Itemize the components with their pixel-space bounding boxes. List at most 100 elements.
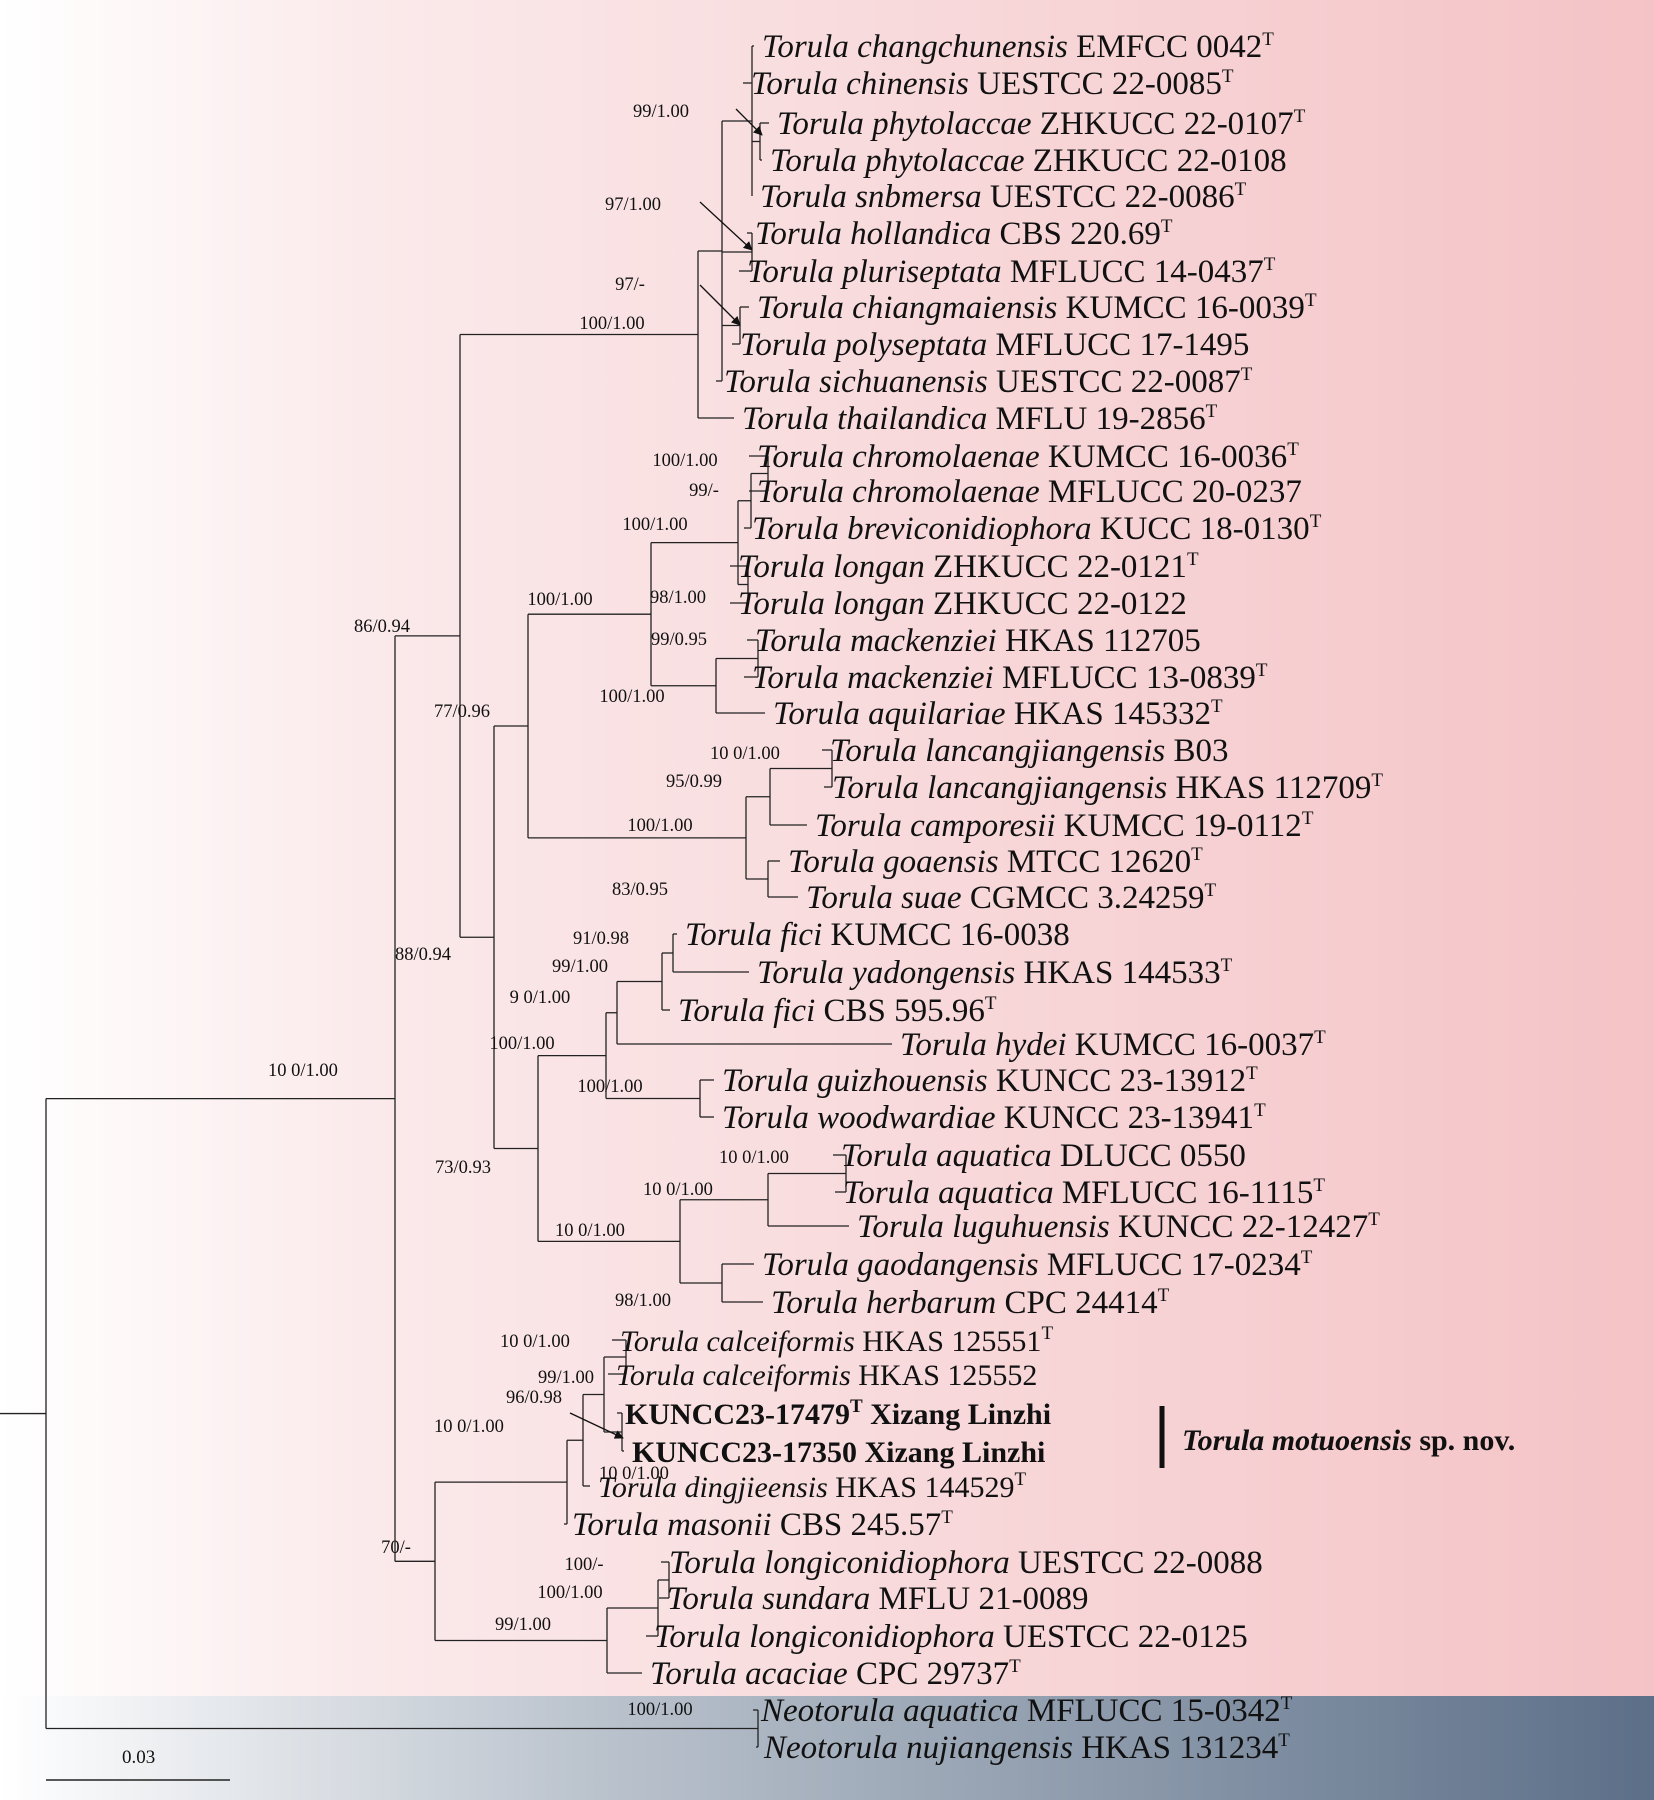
support-value: 73/0.93 — [435, 1158, 491, 1178]
type-strain-marker: T — [1235, 179, 1247, 200]
tip-label: Torula calceiformis HKAS 125551T — [620, 1323, 1053, 1358]
tip-label: Torula chinensis UESTCC 22-0085T — [751, 66, 1234, 102]
support-value: 100/1.00 — [652, 451, 717, 471]
type-strain-marker: T — [1254, 1100, 1266, 1121]
support-value: 100/1.00 — [622, 515, 687, 535]
tip-species-name: Torula suae — [806, 880, 970, 916]
support-value: 100/1.00 — [489, 1034, 554, 1054]
tip-strain: MFLUCC 17-0234 — [1047, 1247, 1301, 1283]
type-strain-marker: T — [1262, 29, 1274, 50]
support-value: 100/1.00 — [577, 1077, 642, 1097]
tip-label: Torula changchunensis EMFCC 0042T — [762, 29, 1274, 65]
tip-label: Torula breviconidiophora KUCC 18-0130T — [752, 511, 1322, 547]
type-strain-marker: T — [1246, 1063, 1258, 1084]
tip-species-name: Torula lancangjiangensis — [830, 733, 1174, 769]
tip-label: Torula luguhuensis KUNCC 22-12427T — [857, 1209, 1380, 1245]
support-value: 96/0.98 — [506, 1388, 562, 1408]
scale-bar-label: 0.03 — [122, 1747, 155, 1768]
type-strain-marker: T — [1241, 364, 1253, 385]
support-value: 100/1.00 — [627, 816, 692, 836]
support-value: 100/1.00 — [627, 1700, 692, 1720]
type-strain-marker: T — [1264, 254, 1276, 275]
tip-label: Torula dingjieensis HKAS 144529T — [598, 1469, 1026, 1504]
tip-strain: KUNCC 22-12427 — [1118, 1209, 1368, 1245]
tip-label: Torula pluriseptata MFLUCC 14-0437T — [747, 254, 1276, 290]
tip-species-name: Torula masonii — [572, 1507, 780, 1543]
support-value: 100/1.00 — [599, 687, 664, 707]
type-strain-marker: T — [1205, 880, 1217, 901]
type-strain-marker: T — [1305, 290, 1317, 311]
tip-strain: KUMCC 16-0038 — [831, 917, 1070, 953]
tip-label: Torula sichuanensis UESTCC 22-0087T — [724, 364, 1253, 400]
tip-species-name: Torula hollandica — [755, 216, 1000, 252]
support-value: 10 0/1.00 — [555, 1221, 625, 1241]
tip-species-name: Torula chinensis — [751, 66, 977, 102]
tip-species-name: Torula calceiformis — [620, 1325, 862, 1358]
tip-species-name: Torula acaciae — [650, 1656, 856, 1692]
type-strain-marker: T — [1314, 1027, 1326, 1048]
type-strain-marker: T — [1287, 439, 1299, 460]
tip-species-name: Torula calceiformis — [616, 1359, 858, 1392]
support-value: 98/1.00 — [615, 1291, 671, 1311]
type-strain-marker: T — [1368, 1209, 1380, 1230]
tip-label: Torula hollandica CBS 220.69T — [755, 216, 1173, 252]
tip-strain: MFLUCC 20-0237 — [1048, 474, 1302, 510]
type-strain-marker: T — [985, 993, 997, 1014]
tip-label: Torula thailandica MFLU 19-2856T — [742, 401, 1218, 437]
type-strain-marker: T — [1301, 1247, 1313, 1268]
tip-strain: HKAS 125551 — [862, 1325, 1041, 1358]
tip-strain: HKAS 131234 — [1081, 1730, 1278, 1766]
support-value: 97/1.00 — [605, 195, 661, 215]
tip-species-name: Torula herbarum — [771, 1285, 1005, 1321]
tip-species-name: Torula luguhuensis — [857, 1209, 1118, 1245]
tip-strain: MFLU 19-2856 — [996, 401, 1206, 437]
tip-strain: UESTCC 22-0085 — [977, 66, 1222, 102]
tip-strain: CBS 220.69 — [1000, 216, 1161, 252]
tip-species-name: Torula hydei — [900, 1027, 1075, 1063]
tip-label: Torula chiangmaiensis KUMCC 16-0039T — [757, 290, 1317, 326]
type-strain-marker: T — [1211, 696, 1223, 717]
tip-strain: KUMCC 19-0112 — [1064, 808, 1302, 844]
support-value: 99/1.00 — [495, 1615, 551, 1635]
support-value: 100/- — [564, 1555, 603, 1575]
tip-species-name: Torula chiangmaiensis — [757, 290, 1066, 326]
support-value: 10 0/1.00 — [719, 1148, 789, 1168]
type-strain-marker: T — [1256, 660, 1268, 681]
tip-label: Torula chromolaenae MFLUCC 20-0237 — [757, 474, 1302, 510]
support-value: 9 0/1.00 — [510, 988, 571, 1008]
type-strain-marker: T — [1206, 401, 1218, 422]
support-value: 100/1.00 — [537, 1583, 602, 1603]
tip-species-name: Torula aquatica — [841, 1138, 1060, 1174]
tip-species-name: Torula woodwardiae — [722, 1100, 1004, 1136]
new-species-tip-label: KUNCC23-17350 Xizang Linzhi — [632, 1436, 1045, 1469]
support-value: 10 0/1.00 — [599, 1464, 669, 1484]
tip-species-name: Torula mackenziei — [755, 623, 1005, 659]
tip-label: Torula guizhouensis KUNCC 23-13912T — [722, 1063, 1258, 1099]
tip-label: Torula lancangjiangensis HKAS 112709T — [832, 770, 1383, 806]
tip-species-name: Torula longan — [738, 586, 933, 622]
tip-strain: UESTCC 22-0086 — [990, 179, 1235, 215]
type-strain-marker: T — [1294, 106, 1306, 127]
support-value: 99/1.00 — [538, 1368, 594, 1388]
tip-species-name: Torula sundara — [667, 1581, 879, 1617]
support-value: 77/0.96 — [434, 702, 490, 722]
tip-label: Torula hydei KUMCC 16-0037T — [900, 1027, 1326, 1063]
type-strain-marker: T — [1313, 1175, 1325, 1196]
tip-label: Torula camporesii KUMCC 19-0112T — [815, 808, 1314, 844]
tip-locality: Xizang Linzhi — [863, 1398, 1051, 1431]
tip-label: Torula longan ZHKUCC 22-0121T — [738, 549, 1199, 585]
support-pointer-arrow — [699, 201, 753, 251]
tip-strain: CPC 24414 — [1005, 1285, 1158, 1321]
type-strain-marker: T — [1310, 511, 1322, 532]
support-value: 99/- — [689, 481, 719, 501]
support-pointer-arrow — [569, 1412, 624, 1439]
support-value: 10 0/1.00 — [643, 1180, 713, 1200]
tip-strain: CBS 245.57 — [780, 1507, 941, 1543]
type-strain-marker: T — [1222, 66, 1234, 87]
tip-label: Torula chromolaenae KUMCC 16-0036T — [757, 439, 1299, 475]
tip-strain: DLUCC 0550 — [1060, 1138, 1246, 1174]
support-value: 97/- — [615, 275, 645, 295]
type-strain-marker: T — [1371, 770, 1383, 791]
tip-species-name: Torula goaensis — [788, 844, 1007, 880]
